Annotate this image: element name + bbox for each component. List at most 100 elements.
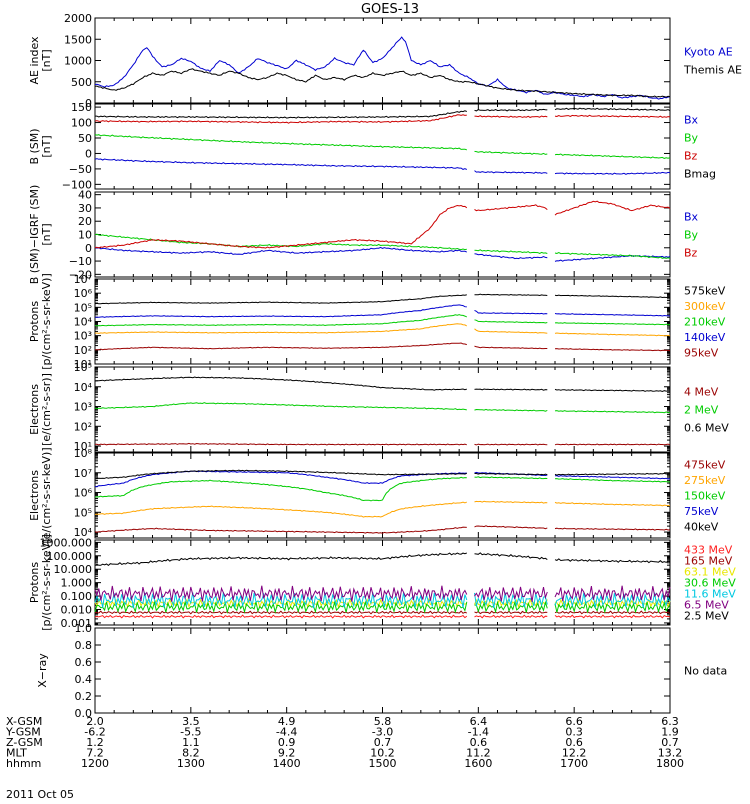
legend-entry: 210keV (684, 316, 726, 329)
legend-entry: Bmag (684, 168, 716, 181)
y-tick-label: 0.4 (75, 673, 93, 686)
y-axis-label-line: Protons (28, 562, 41, 603)
footer-value: 1200 (81, 757, 109, 770)
y-axis-label: Electrons[e/(cm²-s-sr-keV)] (28, 447, 53, 543)
y-tick-label: 10⁸ (74, 447, 93, 460)
legend-entry: Bz (684, 150, 698, 163)
footer-row-label: Y-GSM (5, 726, 41, 739)
series-line-2-5-mev (94, 552, 671, 567)
footer-value: 9.2 (278, 747, 296, 760)
y-tick-label: 0.2 (75, 690, 93, 703)
y-tick-label: 10³ (74, 330, 92, 343)
panel-frame (94, 278, 671, 365)
y-tick-label: 1500 (64, 33, 92, 46)
footer-value: -3.0 (372, 726, 393, 739)
y-tick-label: 10² (74, 344, 92, 357)
legend-entry: 2.5 MeV (684, 610, 729, 623)
panel-bsm: −100 −50 0 50 100 150 B (SM)[nT] Bx By Bz Bmag (28, 101, 716, 191)
y-axis-label: X−ray (36, 653, 49, 688)
footer-value: 11.2 (466, 747, 491, 760)
y-tick-label: 10⁵ (74, 301, 92, 314)
series-line-bx (94, 158, 671, 175)
legend-entry: 300keV (684, 300, 726, 313)
y-tick-label: 1.000 (61, 577, 93, 590)
panel-xray: 0.0 0.2 0.4 0.6 0.8 1.0 X−ray No data (36, 622, 727, 720)
series-line-bmag (95, 107, 671, 119)
legend-entry: 140keV (684, 331, 726, 344)
footer-value: -6.2 (84, 726, 105, 739)
legend-entry: 575keV (684, 285, 726, 298)
footer-value: 1.1 (182, 736, 200, 749)
series-line-275kev (94, 500, 671, 518)
y-tick-label: 10⁵ (74, 506, 92, 519)
footer-value: 1.2 (86, 736, 104, 749)
y-axis-label-line: Protons (28, 301, 41, 342)
series-line-475kev (94, 525, 671, 534)
y-tick-label: 150 (71, 101, 92, 114)
legend-entry: Kyoto AE (684, 46, 733, 59)
y-tick-label: 0.6 (75, 656, 93, 669)
y-axis-label-line: Electrons (28, 384, 41, 435)
legend-entry: 95keV (684, 346, 719, 359)
footer-row-label: hhmm (6, 757, 41, 770)
y-tick-label: 2000 (64, 12, 92, 25)
footer-value: -4.4 (276, 726, 297, 739)
footer-value: -5.5 (180, 726, 201, 739)
y-tick-label: 10⁴ (74, 316, 93, 329)
y-axis-label-line: B (SM) (28, 128, 41, 164)
y-tick-label: 10² (74, 420, 92, 433)
legend-entry: 165 MeV (684, 555, 733, 568)
y-tick-label: 10⁶ (74, 487, 93, 500)
y-tick-label: 1000 (64, 55, 92, 68)
y-axis-label-line: [nT] (40, 223, 53, 245)
y-tick-label: 0.001 (61, 617, 93, 630)
footer-value: 6.4 (470, 715, 488, 728)
footer-value: 1400 (273, 757, 301, 770)
footer-value: 0.7 (374, 736, 392, 749)
legend-entry: 4 MeV (684, 386, 719, 399)
y-tick-label: 30 (78, 202, 92, 215)
legend-entry: 2 MeV (684, 404, 719, 417)
y-axis-label-line: [nT] (40, 49, 53, 71)
y-axis-label-line: [e/(cm²-s-sr-keV)] (40, 447, 53, 543)
y-tick-label: 10⁷ (74, 467, 92, 480)
y-axis-label-line: [e/(cm²-s-sr)] (40, 373, 53, 446)
date-label: 2011 Oct 05 (6, 788, 74, 800)
y-tick-label: 0.0 (75, 707, 93, 720)
footer-value: 1.9 (661, 726, 679, 739)
legend-entry: 11.6 MeV (684, 588, 736, 601)
series-line-bz (94, 200, 671, 249)
panel-frame (94, 366, 671, 453)
series-line-themis-ae (94, 68, 671, 98)
footer-value: 12.2 (562, 747, 587, 760)
legend-entry: 6.5 MeV (684, 599, 729, 612)
panel-electrons_low: 10⁴ 10⁵ 10⁶ 10⁷ 10⁸ Electrons[e/(cm²-s-sr-keV… (28, 447, 726, 544)
series-line-kyoto-ae (94, 36, 671, 100)
series-line-75kev (94, 470, 671, 488)
y-tick-label: 40 (78, 189, 92, 202)
footer-value: 0.9 (278, 736, 296, 749)
y-axis-label: Protons[p/(cm²-s-sr-keV)] (28, 534, 53, 631)
y-tick-label: 10⁶ (74, 287, 93, 300)
footer-value: 6.6 (565, 715, 583, 728)
legend-entry: 0.6 MeV (684, 422, 729, 435)
y-tick-label: 0.100 (61, 590, 93, 603)
legend-entry: 475keV (684, 459, 726, 472)
y-tick-label: 10³ (74, 401, 92, 414)
y-tick-label: 0 (85, 97, 92, 110)
y-tick-label: 10 (78, 229, 92, 242)
series-line-150kev (94, 476, 671, 502)
y-tick-label: 20 (78, 215, 92, 228)
panel-frame (94, 627, 671, 714)
y-axis-label-line: AE index (28, 36, 41, 85)
series-line-0-6-mev (94, 376, 671, 393)
y-axis-label: Protons[p/(cm²-s-sr-keV)] (28, 273, 53, 370)
footer-value: 7.2 (86, 747, 104, 760)
footer-value: 2.0 (86, 715, 104, 728)
y-tick-label: −20 (69, 268, 92, 281)
footer-row-label: Z-GSM (6, 736, 43, 749)
footer-value: 5.8 (374, 715, 392, 728)
footer-value: 0.3 (565, 726, 583, 739)
footer-value: 1700 (560, 757, 588, 770)
legend-entry: 275keV (684, 474, 726, 487)
